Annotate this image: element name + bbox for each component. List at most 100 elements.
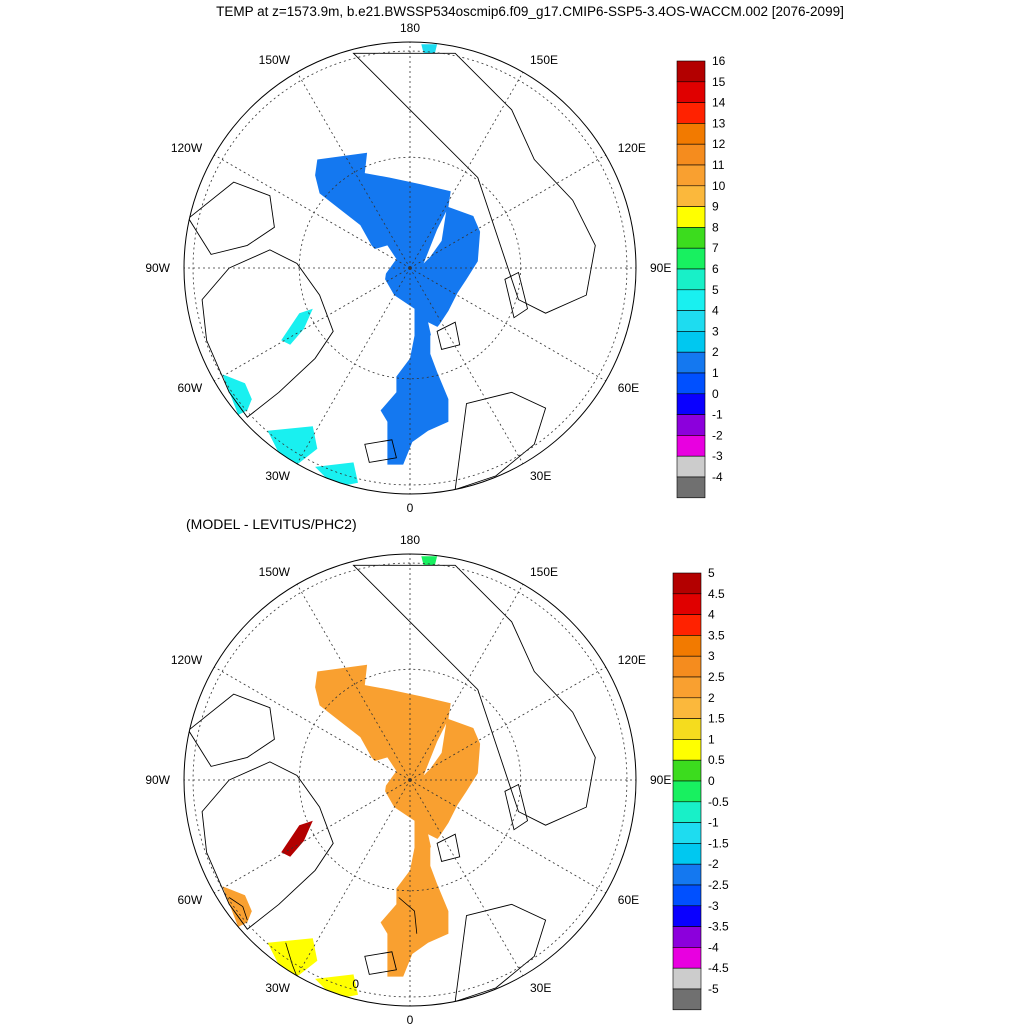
longitude-label: 60E [618,893,639,907]
longitude-label: 90E [650,261,671,275]
longitude-label: 30W [265,469,290,483]
longitude-label: 150E [530,565,558,579]
colorbar-swatch [672,801,702,823]
panel-2-subtitle: (MODEL - LEVITUS/PHC2) [186,516,357,532]
colorbar-tick-label: 7 [712,241,719,255]
colorbar-swatch [676,60,706,83]
coastline-6 [364,439,397,463]
longitude-label: 90W [145,261,170,275]
colorbar-swatch [676,164,706,187]
longitude-label: 120W [171,141,203,155]
panel-1-temperature-map: 180 150E 120E 90E 60E 30E 0 30W 60W 90W 120W 150W [145,21,671,515]
colorbar-tick-label: 14 [712,96,726,110]
region-labrador [222,886,252,927]
colorbar-swatch [676,143,706,166]
coastline-4 [436,321,461,350]
colorbar-swatch [672,739,702,761]
longitude-label: 150W [259,565,291,579]
region-atl1 [267,938,318,977]
longitude-label: 150E [530,53,558,67]
colorbar-tick-label: -3 [708,899,719,913]
colorbar-swatch [672,905,702,927]
colorbar-tick-label: 10 [712,179,726,193]
longitude-label: 60W [178,893,203,907]
colorbar-tick-label: 1.5 [708,712,725,726]
longitude-label: 0 [407,1013,414,1024]
colorbar-swatch [672,822,702,844]
colorbar-swatch [672,967,702,990]
colorbar-tick-label: -2 [712,428,723,442]
region-gap-1 [371,245,397,275]
region-atl1 [267,426,318,465]
longitude-label: 30E [530,981,551,995]
colorbar-tick-label: 5 [708,566,715,580]
colorbar-tick-label: -5 [708,982,719,996]
coastline-5 [504,783,529,831]
colorbar-swatch [672,947,702,969]
longitude-label: 90W [145,773,170,787]
colorbar-tick-label: -4 [708,940,719,954]
region-gap-0 [423,211,447,264]
region-baffin [281,820,313,857]
map-boundary [183,553,637,1007]
longitude-label: 120E [618,653,646,667]
colorbar-tick-label: -2.5 [708,878,729,892]
colorbar-tick-label: 8 [712,220,719,234]
coastline-0 [201,761,334,930]
region-atl2 [315,462,358,488]
colorbar-swatch [676,123,706,145]
region-gap-2 [428,834,447,860]
contour-line [398,897,418,934]
colorbar-tick-label: 1 [708,732,715,746]
region-bering [421,556,438,566]
colorbar-2: 5 4.5 4 3.5 3 2.5 2 1.5 1 0.5 0 -0.5 -1 -1.5 -2 -2.5 -3 -… [672,566,729,1011]
colorbar-tick-label: 2 [712,345,719,359]
panel-2-difference-map: 0 180 150E 120E 90E 60E 30E 0 30W 60W 90W 120W 150W [145,533,671,1024]
colorbar-tick-label: 2 [708,691,715,705]
map-content [184,42,636,494]
colorbar-tick-label: 16 [712,54,726,68]
longitude-label: 0 [407,501,414,515]
colorbar-swatch [672,614,702,636]
region-gap-0 [423,723,447,776]
colorbar-tick-label: 3 [708,649,715,663]
coastline-1 [187,693,275,767]
colorbar-tick-label: 0.5 [708,753,725,767]
region-atl2 [315,974,358,1000]
coastline-6 [364,951,397,975]
colorbar-swatch [676,476,706,499]
region-labrador [222,374,252,415]
colorbar-swatch [676,268,706,291]
colorbar-tick-label: 2.5 [708,670,725,684]
colorbar-swatch [676,310,706,332]
longitude-label: 180 [400,21,420,35]
colorbar-swatch [672,884,702,907]
colorbar-swatch [676,247,706,270]
colorbar-tick-label: 15 [712,75,726,89]
colorbar-swatch [676,372,706,395]
colorbar-tick-label: -0.5 [708,795,729,809]
colorbar-tick-label: -3.5 [708,920,729,934]
colorbar-swatch [672,863,702,886]
longitude-label: 90E [650,773,671,787]
colorbar-tick-label: 3.5 [708,628,725,642]
longitude-label: 150W [259,53,291,67]
colorbar-swatch [676,289,706,311]
region-baffin [281,308,313,345]
colorbar-tick-label: 3 [712,324,719,338]
colorbar-tick-label: 13 [712,116,726,130]
coastline-4 [436,833,461,862]
contour-line [228,897,248,921]
colorbar-tick-label: 5 [712,283,719,297]
colorbar-swatch [676,206,706,228]
longitude-label: 120W [171,653,203,667]
colorbar-swatch [672,697,702,719]
colorbar-swatch [676,455,706,478]
colorbar-tick-label: 12 [712,137,726,151]
contour-label: 0 [352,977,359,991]
colorbar-tick-label: 1 [712,366,719,380]
colorbar-tick-label: -4.5 [708,961,729,975]
colorbar-swatch [672,572,702,595]
